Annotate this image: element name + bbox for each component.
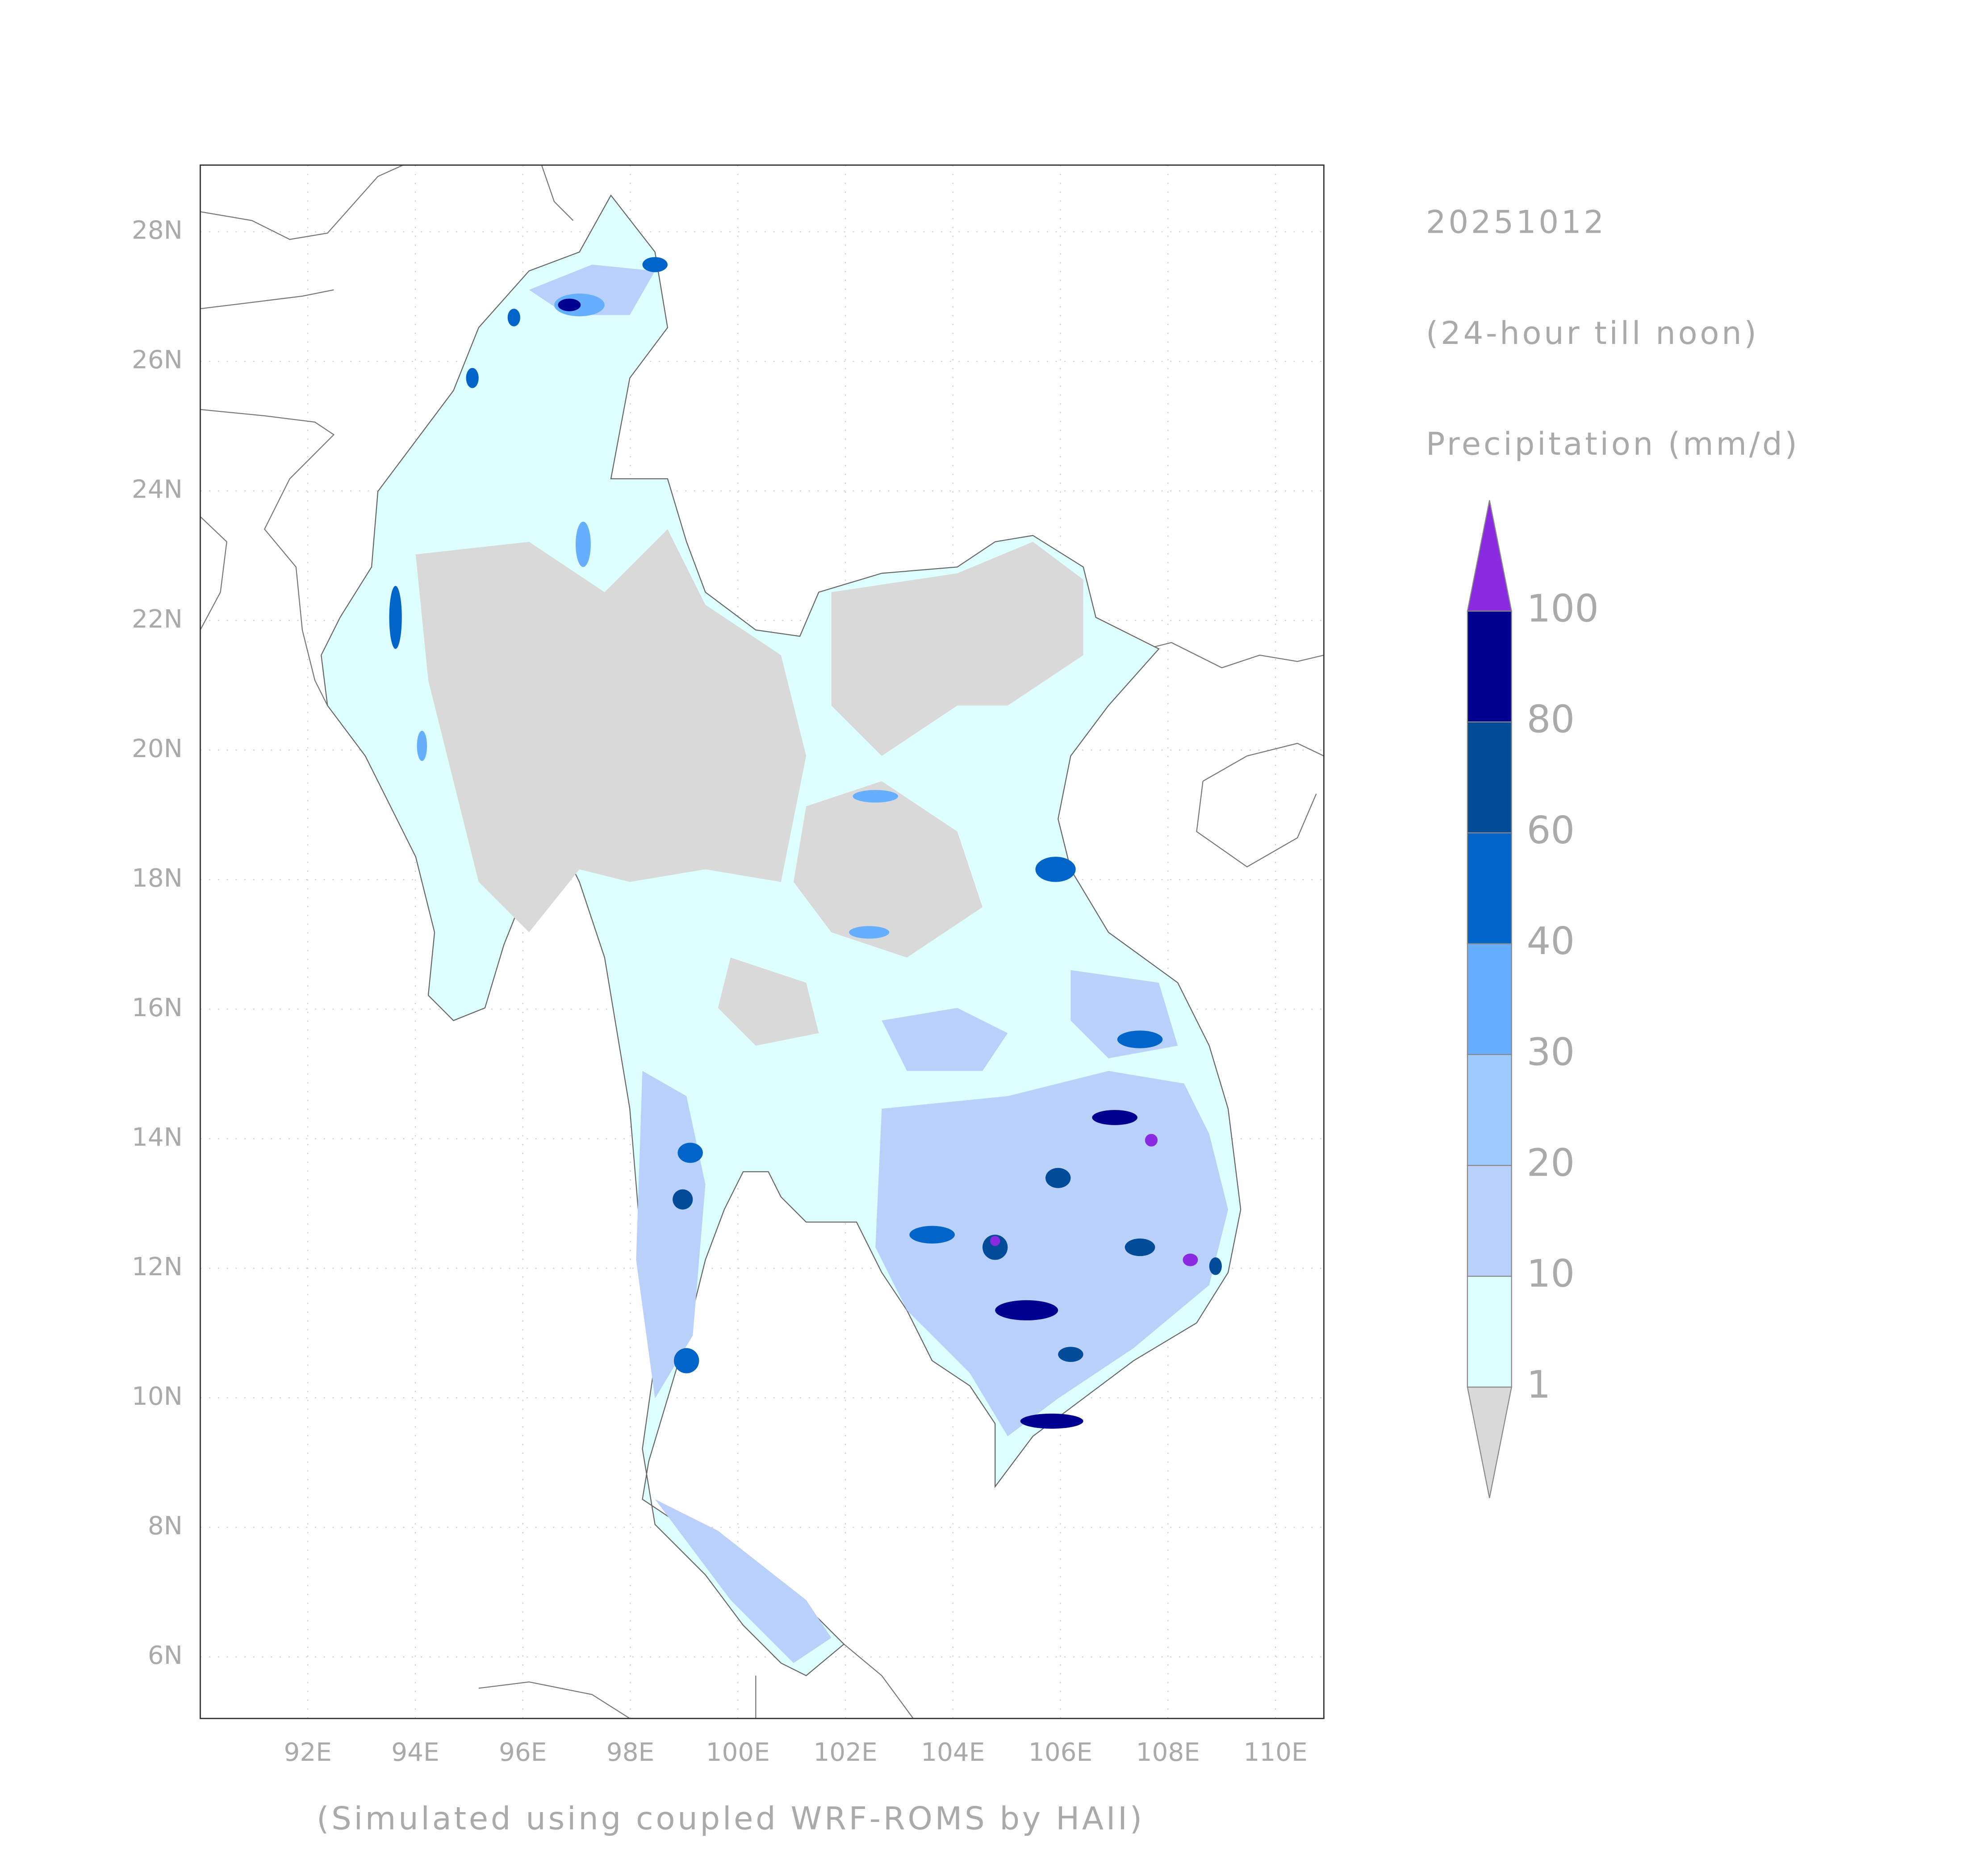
coastline — [200, 164, 1324, 1719]
x-tick-label: 92E — [284, 1738, 332, 1767]
x-tick-label: 108E — [1136, 1738, 1200, 1767]
rain-cell — [417, 731, 427, 761]
rain-cell — [558, 298, 581, 311]
dry-area — [793, 781, 982, 958]
colorbar-band — [1467, 1054, 1512, 1166]
rain-cell — [1145, 1134, 1158, 1147]
rain-cell — [1058, 1347, 1083, 1362]
colorbar-band — [1467, 721, 1512, 833]
rain-cell — [982, 1235, 1008, 1260]
y-tick-label: 28N — [132, 216, 183, 245]
rain-cell — [1045, 1168, 1071, 1188]
colorbar-band — [1467, 943, 1512, 1055]
x-tick-label: 110E — [1243, 1738, 1307, 1767]
rain-cell — [1035, 857, 1076, 882]
rain-cell — [507, 309, 520, 327]
rain-cell — [673, 1189, 693, 1210]
rain-cell — [909, 1226, 955, 1244]
x-tick-label: 104E — [921, 1738, 985, 1767]
colorbar-label: 20 — [1526, 1141, 1575, 1185]
credit: (Simulated using coupled WRF-ROMS by HAI… — [317, 1800, 1145, 1837]
x-tick-label: 100E — [706, 1738, 770, 1767]
dry-area — [718, 957, 819, 1046]
precip-patches — [389, 257, 1228, 1663]
rain-cell — [642, 257, 668, 272]
dry-area — [831, 541, 1083, 756]
y-tick-label: 22N — [132, 605, 183, 634]
colorbar-label: 1 — [1526, 1362, 1551, 1407]
colorbar: 1 10 20 30 40 60 80 100 — [1467, 500, 1599, 1498]
x-tick-label: 94E — [391, 1738, 439, 1767]
rain-cell — [466, 368, 479, 388]
map-frame — [200, 164, 1325, 1719]
rain-cell — [677, 1143, 703, 1163]
y-tick-label: 8N — [148, 1512, 183, 1541]
rain-cell — [1092, 1110, 1137, 1125]
rain-cell — [575, 521, 591, 567]
colorbar-band — [1467, 1276, 1512, 1388]
x-tick-label: 102E — [813, 1738, 877, 1767]
y-tick-label: 10N — [132, 1382, 183, 1411]
date: 20251012 — [1426, 204, 1606, 241]
y-tick-label: 20N — [132, 734, 183, 763]
rain-cell — [1125, 1238, 1155, 1256]
colorbar-label: 100 — [1526, 586, 1599, 630]
colorbar-over — [1467, 500, 1512, 612]
rain-cell — [1117, 1030, 1163, 1048]
rain-cell — [389, 586, 402, 649]
y-tick-label: 14N — [132, 1123, 183, 1152]
rain-cell — [849, 926, 890, 939]
rain-area — [655, 1499, 832, 1663]
rain-cell — [1209, 1257, 1222, 1275]
axis-labels: 92E 94E 96E 98E 100E 102E 104E 106E 108E 110E 6N 8N… — [132, 216, 1308, 1767]
period: (24-hour till noon) — [1426, 315, 1759, 352]
dry-area — [415, 529, 807, 933]
rain-area — [882, 1008, 1008, 1071]
colorbar-under — [1467, 1386, 1512, 1498]
colorbar-label: 40 — [1526, 919, 1575, 963]
rain-cell — [990, 1236, 1000, 1246]
rain-area — [875, 1071, 1228, 1436]
rain-cell — [1020, 1413, 1083, 1429]
y-tick-label: 26N — [132, 346, 183, 375]
y-tick-label: 12N — [132, 1252, 183, 1281]
colorbar-band — [1467, 832, 1512, 944]
rain-cell — [1183, 1253, 1198, 1266]
colorbar-band — [1467, 1164, 1512, 1277]
x-tick-label: 98E — [606, 1738, 654, 1767]
y-tick-label: 24N — [132, 475, 183, 504]
colorbar-label: 60 — [1526, 808, 1575, 852]
colorbar-band — [1467, 610, 1512, 723]
rain-cell — [995, 1300, 1058, 1321]
land — [200, 164, 1324, 1719]
rain-cell — [853, 790, 899, 803]
colorbar-label: 10 — [1526, 1252, 1575, 1296]
x-tick-label: 96E — [499, 1738, 547, 1767]
y-tick-label: 18N — [132, 864, 183, 893]
y-tick-label: 16N — [132, 993, 183, 1022]
y-tick-label: 6N — [148, 1641, 183, 1670]
colorbar-label: 80 — [1526, 697, 1575, 741]
x-tick-label: 106E — [1028, 1738, 1092, 1767]
rain-cell — [673, 1348, 699, 1374]
colorbar-label: 30 — [1526, 1030, 1575, 1074]
variable: Precipitation (mm/d) — [1426, 426, 1800, 462]
